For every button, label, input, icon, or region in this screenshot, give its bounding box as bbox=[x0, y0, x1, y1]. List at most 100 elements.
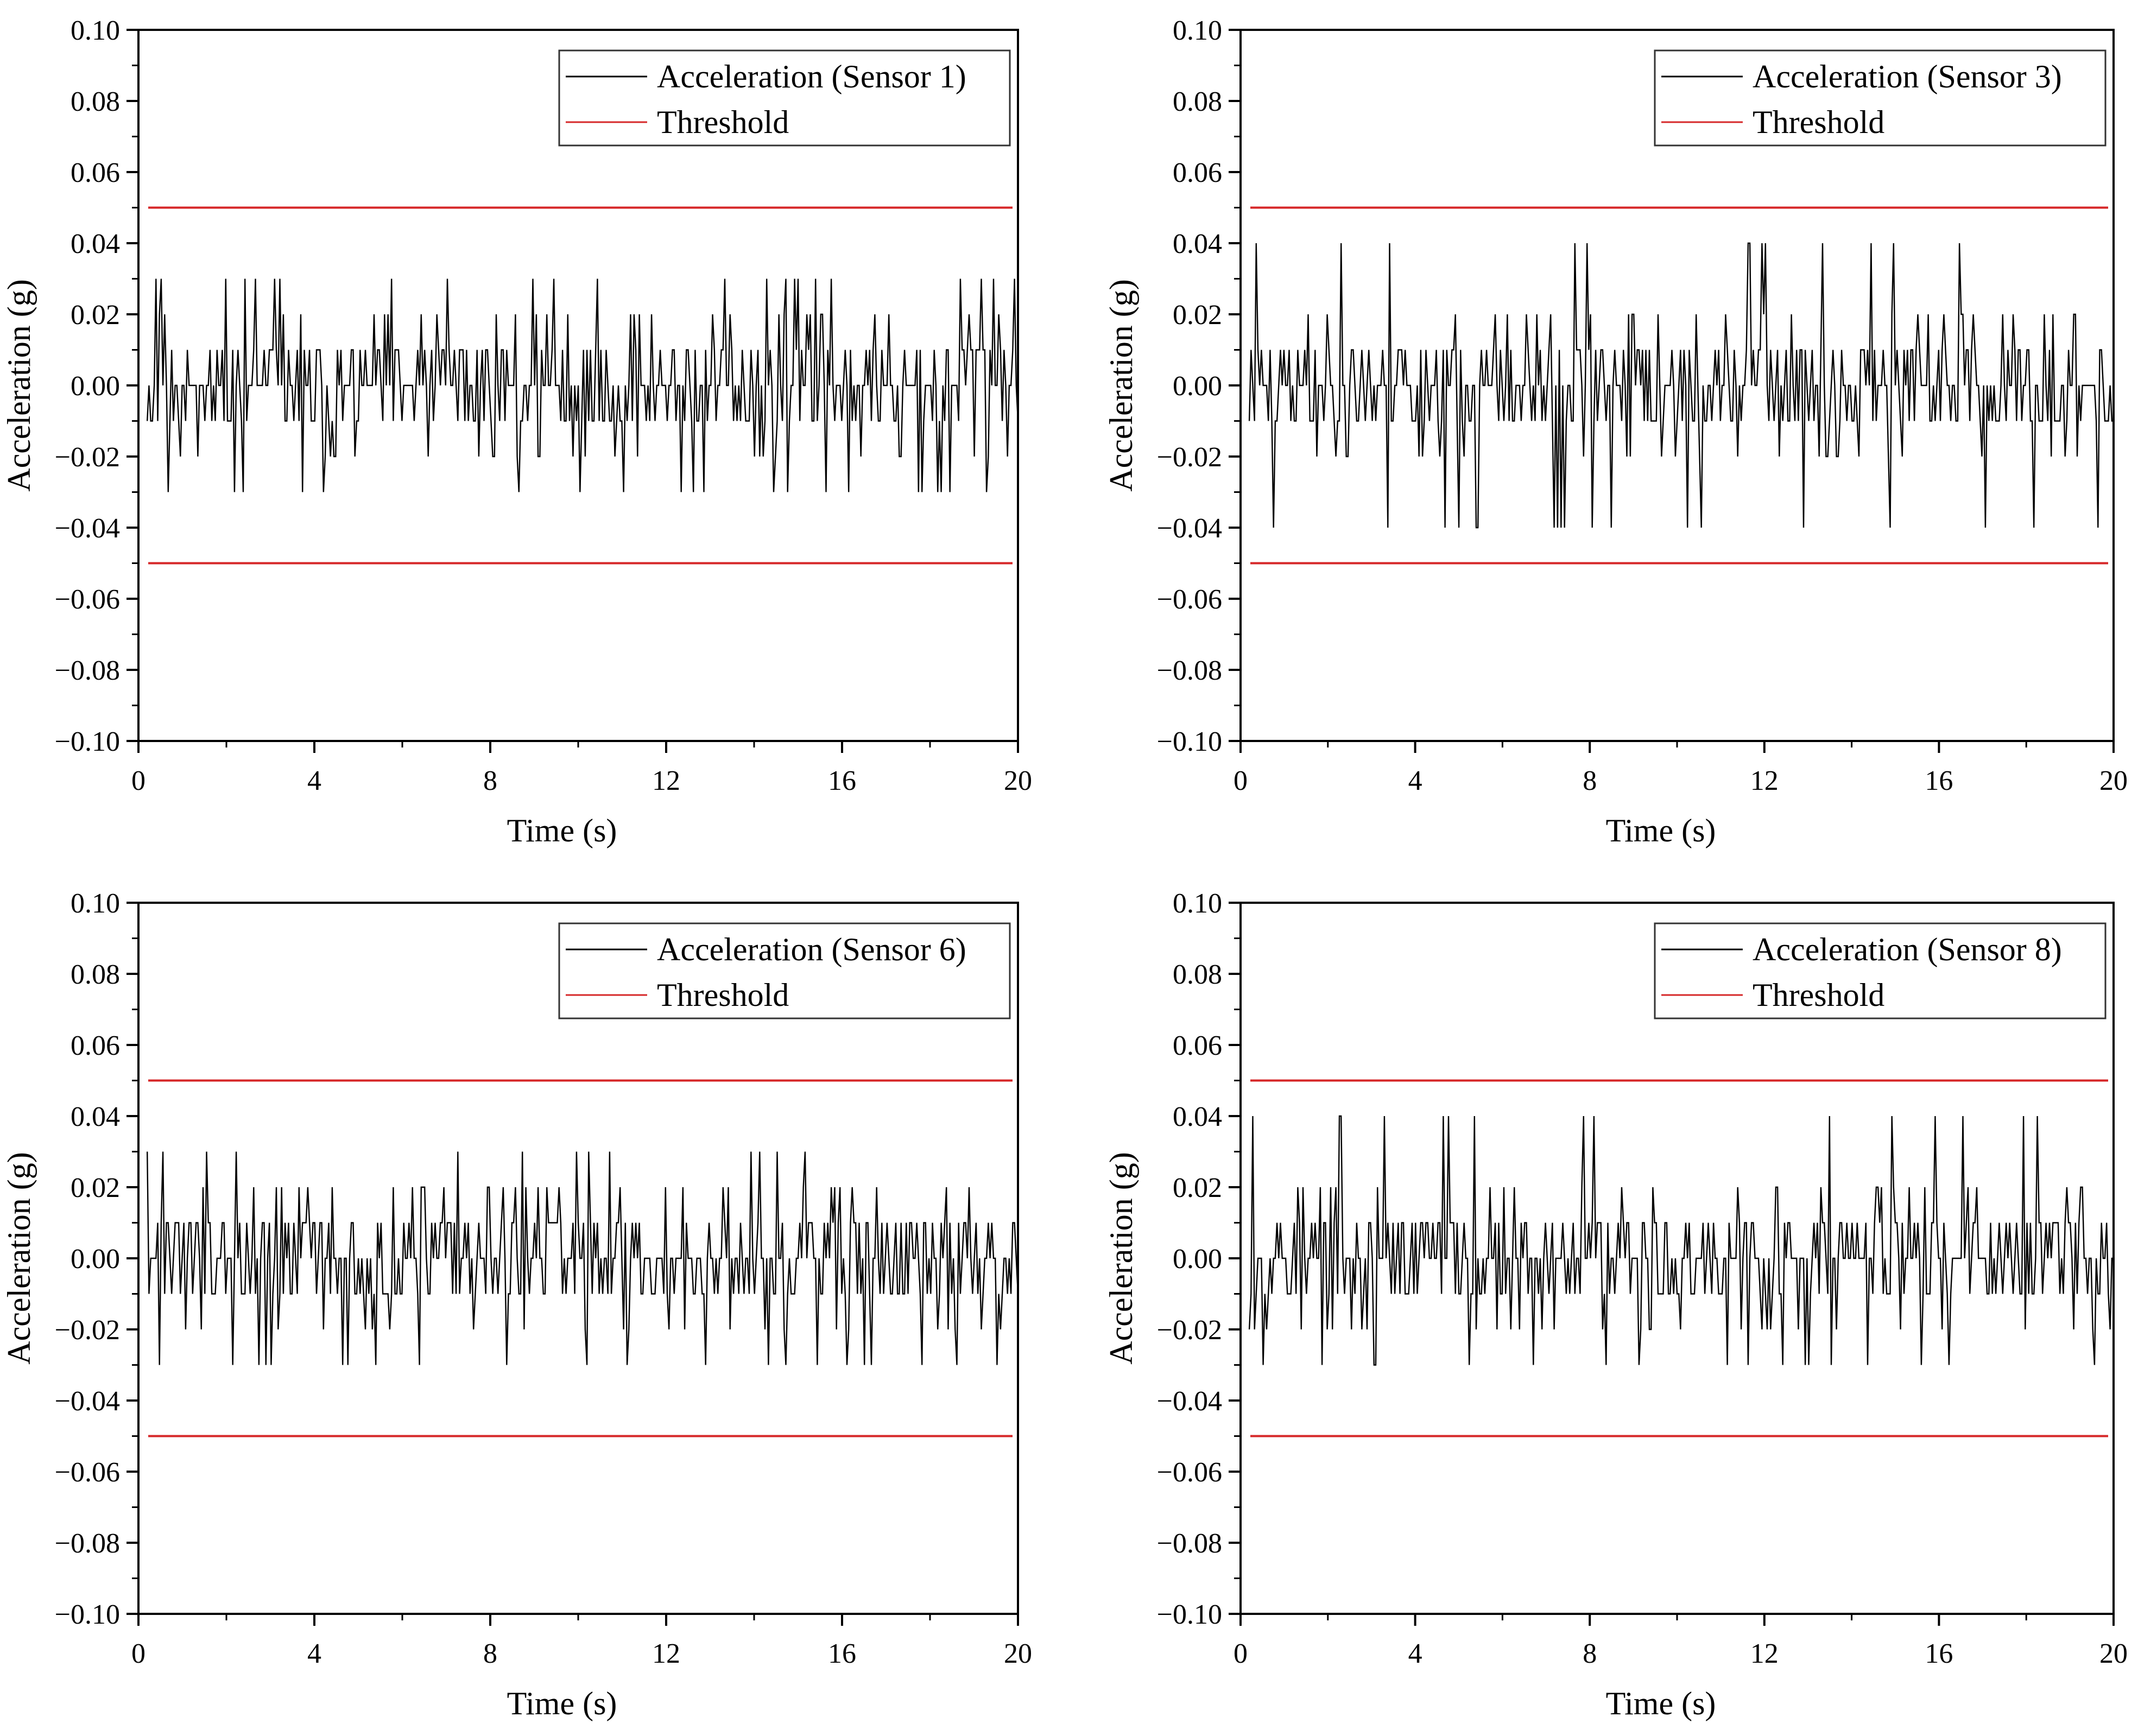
y-tick-label: −0.10 bbox=[55, 726, 120, 757]
x-axis-title: Time (s) bbox=[1606, 1686, 1716, 1721]
legend-label-acceleration: Acceleration (Sensor 6) bbox=[657, 932, 966, 967]
acceleration-series bbox=[147, 278, 1018, 492]
y-tick-label: 0.08 bbox=[71, 959, 120, 990]
legend-label-threshold: Threshold bbox=[1753, 977, 1884, 1013]
y-tick-label: 0.10 bbox=[1173, 888, 1222, 919]
x-tick-label: 12 bbox=[1750, 1638, 1779, 1669]
x-tick-label: 4 bbox=[1408, 1638, 1422, 1669]
y-tick-label: 0.06 bbox=[71, 1030, 120, 1061]
legend-label-threshold: Threshold bbox=[657, 104, 789, 140]
y-tick-label: 0.04 bbox=[71, 1101, 120, 1132]
panel-sensor-1: 0.10 0.08 0.06 0.04 0.02 0.00 −0.02 −0.04 −0.06 −… bbox=[1, 15, 1032, 848]
y-tick-label: −0.06 bbox=[55, 584, 120, 615]
y-tick-label: 0.00 bbox=[71, 371, 120, 402]
y-tick-label: −0.06 bbox=[1157, 584, 1222, 615]
legend: Acceleration (Sensor 8) Threshold bbox=[1654, 922, 2107, 1019]
panel-sensor-3: 0.10 0.08 0.06 0.04 0.02 0.00 −0.02 −0.04 −0.06 −… bbox=[1103, 15, 2128, 848]
x-axis-title: Time (s) bbox=[1606, 813, 1716, 848]
acceleration-series bbox=[1248, 1115, 2114, 1366]
y-tick-label: 0.10 bbox=[71, 888, 120, 919]
x-tick-label: 12 bbox=[652, 1638, 680, 1669]
legend-label-threshold: Threshold bbox=[1753, 104, 1884, 140]
legend-box bbox=[558, 922, 1011, 1019]
y-tick-label: −0.04 bbox=[55, 1386, 120, 1417]
y-tick-label: 0.06 bbox=[1173, 1030, 1222, 1061]
x-tick-label: 4 bbox=[1408, 765, 1422, 796]
panel-sensor-8: 0.10 0.08 0.06 0.04 0.02 0.00 −0.02 −0.04 −0.06 −… bbox=[1103, 888, 2128, 1721]
acceleration-series bbox=[147, 1151, 1018, 1365]
y-tick-label: −0.02 bbox=[55, 1315, 120, 1346]
y-tick-label: −0.10 bbox=[55, 1599, 120, 1630]
x-tick-label: 8 bbox=[483, 765, 497, 796]
y-tick-label: 0.02 bbox=[1173, 1173, 1222, 1203]
legend: Acceleration (Sensor 1) Threshold bbox=[558, 49, 1011, 147]
y-tick-label: 0.08 bbox=[1173, 959, 1222, 990]
x-tick-label: 16 bbox=[1925, 1638, 1953, 1669]
y-tick-label: −0.08 bbox=[1157, 1528, 1222, 1559]
legend-label-acceleration: Acceleration (Sensor 8) bbox=[1753, 932, 2062, 967]
y-axis-title: Acceleration (g) bbox=[1103, 1152, 1139, 1364]
y-tick-label: −0.08 bbox=[55, 655, 120, 686]
y-tick-label: −0.06 bbox=[55, 1457, 120, 1488]
y-tick-label: −0.08 bbox=[1157, 655, 1222, 686]
y-tick-label: 0.02 bbox=[1173, 300, 1222, 331]
x-tick-label: 8 bbox=[1583, 1638, 1597, 1669]
x-tick-label: 4 bbox=[307, 1638, 321, 1669]
x-tick-label: 20 bbox=[1004, 1638, 1032, 1669]
y-tick-label: 0.04 bbox=[1173, 1101, 1222, 1132]
y-tick-label: −0.02 bbox=[1157, 1315, 1222, 1346]
x-tick-label: 16 bbox=[828, 1638, 856, 1669]
y-tick-label: 0.00 bbox=[1173, 1244, 1222, 1275]
y-axis-title: Acceleration (g) bbox=[1, 279, 37, 491]
y-tick-label: 0.08 bbox=[71, 86, 120, 117]
x-tick-label: 8 bbox=[1583, 765, 1597, 796]
legend-label-threshold: Threshold bbox=[657, 977, 789, 1013]
x-tick-label: 16 bbox=[1925, 765, 1953, 796]
y-axis-title: Acceleration (g) bbox=[1, 1152, 37, 1364]
x-tick-label: 20 bbox=[2099, 765, 2128, 796]
x-axis-title: Time (s) bbox=[507, 813, 617, 848]
x-tick-label: 12 bbox=[1750, 765, 1779, 796]
y-tick-label: −0.04 bbox=[1157, 1386, 1222, 1417]
y-tick-label: −0.04 bbox=[1157, 513, 1222, 544]
legend: Acceleration (Sensor 6) Threshold bbox=[558, 922, 1011, 1019]
y-tick-label: −0.10 bbox=[1157, 726, 1222, 757]
y-tick-label: −0.10 bbox=[1157, 1599, 1222, 1630]
y-tick-label: 0.04 bbox=[71, 229, 120, 259]
y-tick-label: 0.08 bbox=[1173, 86, 1222, 117]
y-tick-label: 0.02 bbox=[71, 300, 120, 331]
x-tick-label: 0 bbox=[131, 765, 146, 796]
y-tick-label: 0.00 bbox=[1173, 371, 1222, 402]
y-tick-label: 0.06 bbox=[71, 157, 120, 188]
y-tick-label: −0.02 bbox=[1157, 442, 1222, 473]
legend-box bbox=[1654, 922, 2107, 1019]
y-tick-label: −0.08 bbox=[55, 1528, 120, 1559]
y-tick-label: 0.04 bbox=[1173, 229, 1222, 259]
x-tick-label: 20 bbox=[1004, 765, 1032, 796]
legend-box bbox=[1654, 49, 2107, 147]
y-tick-label: 0.10 bbox=[71, 15, 120, 46]
legend: Acceleration (Sensor 3) Threshold bbox=[1654, 49, 2107, 147]
x-tick-label: 20 bbox=[2099, 1638, 2128, 1669]
y-tick-label: 0.10 bbox=[1173, 15, 1222, 46]
y-tick-label: 0.00 bbox=[71, 1244, 120, 1275]
x-axis-title: Time (s) bbox=[507, 1686, 617, 1721]
legend-box bbox=[558, 49, 1011, 147]
y-tick-label: 0.02 bbox=[71, 1173, 120, 1203]
y-tick-label: −0.06 bbox=[1157, 1457, 1222, 1488]
x-tick-label: 0 bbox=[1234, 1638, 1248, 1669]
y-tick-label: 0.06 bbox=[1173, 157, 1222, 188]
legend-label-acceleration: Acceleration (Sensor 1) bbox=[657, 59, 966, 94]
y-tick-label: −0.04 bbox=[55, 513, 120, 544]
acceleration-series bbox=[1248, 242, 2114, 529]
x-tick-label: 12 bbox=[652, 765, 680, 796]
x-tick-label: 4 bbox=[307, 765, 321, 796]
x-tick-label: 0 bbox=[131, 1638, 146, 1669]
x-tick-label: 8 bbox=[483, 1638, 497, 1669]
panel-sensor-6: 0.10 0.08 0.06 0.04 0.02 0.00 −0.02 −0.04 −0.06 −… bbox=[1, 888, 1032, 1721]
x-tick-label: 16 bbox=[828, 765, 856, 796]
legend-label-acceleration: Acceleration (Sensor 3) bbox=[1753, 59, 2062, 94]
x-tick-label: 0 bbox=[1234, 765, 1248, 796]
y-axis-title: Acceleration (g) bbox=[1103, 279, 1139, 491]
